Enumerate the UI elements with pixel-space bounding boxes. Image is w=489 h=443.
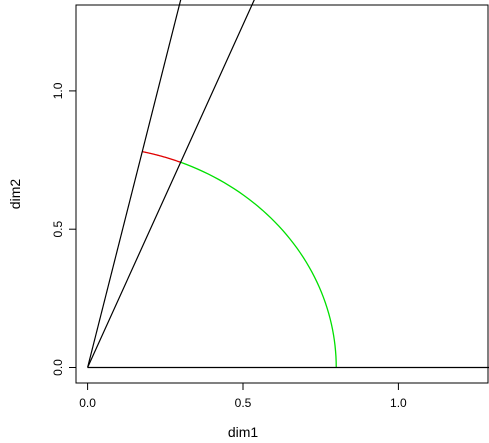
x-axis-title: dim1 (228, 424, 259, 440)
y-tick-label: 0.5 (51, 221, 65, 238)
vector-student (87, 0, 255, 368)
angle-arc-student-postdoc (142, 150, 181, 163)
x-tick-label: 0.5 (235, 396, 252, 410)
vectors (87, 0, 489, 369)
x-axis: 0.00.51.01.52.02.5 (79, 383, 407, 410)
y-tick-label: 1.0 (51, 82, 65, 99)
vector-labels: postdoc (0.43679,1.93841)student (0.7103… (148, 0, 489, 353)
angle-arc-wealth-student (180, 161, 337, 368)
y-axis-title: dim2 (7, 179, 23, 210)
plot-frame (75, 4, 489, 384)
y-axis: 0.00.51.01.52.02.5 (51, 82, 76, 376)
vector-postdoc (87, 0, 182, 368)
x-tick-label: 0.0 (79, 396, 96, 410)
x-tick-label: 1.0 (390, 396, 407, 410)
y-tick-label: 0.0 (51, 359, 65, 376)
angle-arcs (142, 150, 337, 368)
